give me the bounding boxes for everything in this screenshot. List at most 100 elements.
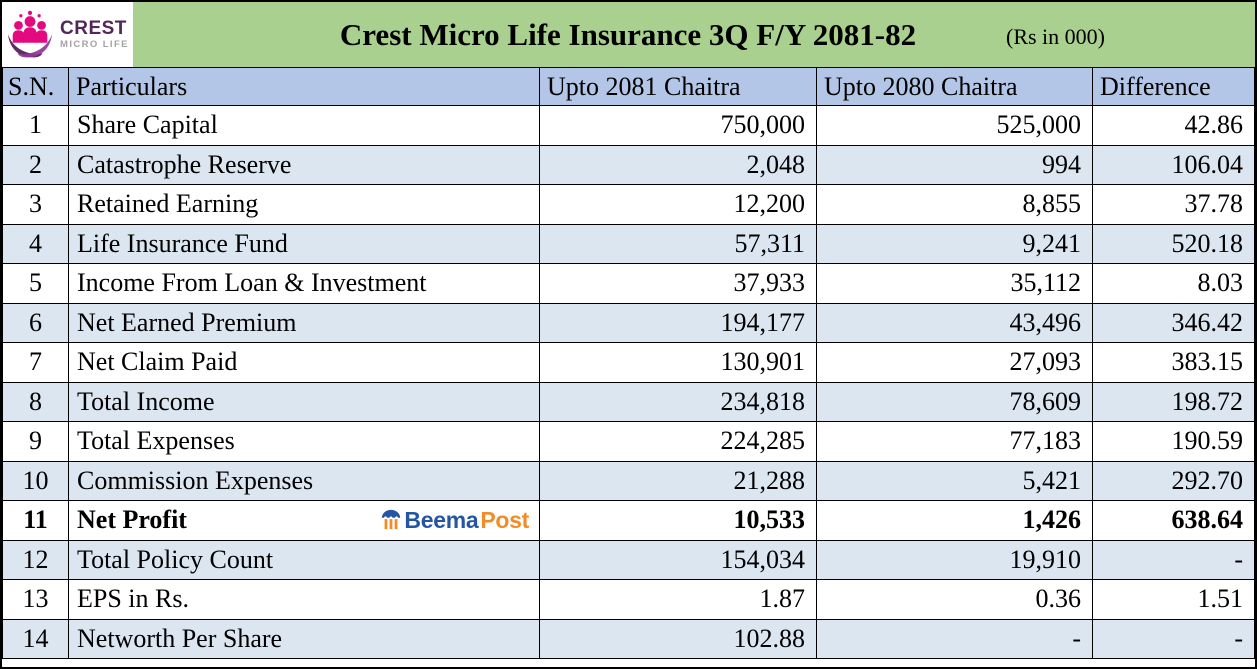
crest-logo-text: CREST MICRO LIFE: [60, 19, 129, 50]
sn-cell: 9: [2, 421, 69, 462]
table-row: 9 Total Expenses 224,285 77,183 190.59: [2, 421, 1255, 462]
crest-logo-subname: MICRO LIFE: [60, 39, 129, 51]
sn-cell: 5: [2, 263, 69, 304]
value-2080-cell: 1,426: [816, 500, 1093, 541]
value-2081-cell: 12,200: [539, 184, 817, 225]
table-row: 10 Commission Expenses 21,288 5,421 292.70: [2, 460, 1255, 501]
value-2081-cell: 57,311: [539, 223, 817, 264]
particulars-label: Networth Per Share: [77, 623, 283, 653]
sn-cell: 4: [2, 223, 69, 264]
value-2081-cell: 194,177: [539, 302, 817, 343]
difference-cell: 42.86: [1092, 105, 1255, 146]
particulars-cell: Income From Loan & Investment: [68, 263, 540, 304]
column-header-particulars: Particulars: [68, 67, 540, 106]
table-row: 6 Net Earned Premium 194,177 43,496 346.42: [2, 302, 1255, 343]
value-2080-cell: 8,855: [816, 184, 1093, 225]
title-background: [133, 2, 1255, 67]
value-2080-cell: 5,421: [816, 460, 1093, 501]
particulars-cell: Networth Per Share: [68, 618, 540, 659]
table-header-row: S.N. Particulars Upto 2081 Chaitra Upto …: [2, 67, 1255, 106]
value-2081-cell: 224,285: [539, 421, 817, 462]
value-2081-cell: 102.88: [539, 618, 817, 659]
difference-cell: 292.70: [1092, 460, 1255, 501]
value-2081-cell: 21,288: [539, 460, 817, 501]
table-row: 12 Total Policy Count 154,034 19,910-: [2, 539, 1255, 580]
value-2081-cell: 130,901: [539, 342, 817, 383]
particulars-label: Total Expenses: [77, 426, 235, 456]
table-row: 7 Net Claim Paid 130,901 27,093 383.15: [2, 342, 1255, 383]
difference-cell: -: [1092, 618, 1255, 659]
difference-cell: 37.78: [1092, 184, 1255, 225]
sn-cell: 11: [2, 500, 69, 541]
title-bar: CREST MICRO LIFE Crest Micro Life Insura…: [2, 2, 1255, 67]
table-row: 4 Life Insurance Fund 57,311 9,241 520.18: [2, 223, 1255, 264]
table-row: 5 Income From Loan & Investment 37,933 35,1…: [2, 263, 1255, 304]
particulars-cell: Total Policy Count: [68, 539, 540, 580]
sn-cell: 12: [2, 539, 69, 580]
particulars-label: Retained Earning: [77, 189, 259, 219]
particulars-cell: EPS in Rs.: [68, 579, 540, 620]
table-row: 2 Catastrophe Reserve 2,048 994 106.04: [2, 144, 1255, 185]
value-2081-cell: 154,034: [539, 539, 817, 580]
value-2080-cell: 525,000: [816, 105, 1093, 146]
beemapost-post-text: Post: [480, 506, 529, 533]
beemapost-umbrella-icon: [382, 510, 401, 530]
difference-cell: 346.42: [1092, 302, 1255, 343]
value-2081-cell: 234,818: [539, 381, 817, 422]
particulars-label: Total Income: [77, 386, 215, 416]
particulars-label: Commission Expenses: [77, 465, 314, 495]
value-2081-cell: 2,048: [539, 144, 817, 185]
table-row: 3 Retained Earning 12,200 8,855 37.78: [2, 184, 1255, 225]
value-2081-cell: 750,000: [539, 105, 817, 146]
crest-logo: CREST MICRO LIFE: [2, 2, 133, 67]
particulars-label: Net Profit: [77, 505, 187, 535]
sn-cell: 2: [2, 144, 69, 185]
particulars-label: Income From Loan & Investment: [77, 268, 427, 298]
sn-cell: 10: [2, 460, 69, 501]
value-2081-cell: 37,933: [539, 263, 817, 304]
sn-cell: 3: [2, 184, 69, 225]
table-row: 8 Total Income 234,818 78,609 198.72: [2, 381, 1255, 422]
value-2080-cell: -: [816, 618, 1093, 659]
crest-logo-name: CREST: [60, 18, 127, 40]
particulars-cell: Share Capital: [68, 105, 540, 146]
value-2080-cell: 9,241: [816, 223, 1093, 264]
particulars-label: Total Policy Count: [77, 544, 274, 574]
difference-cell: 106.04: [1092, 144, 1255, 185]
particulars-cell: Net Profit Beema Post: [68, 500, 540, 541]
table-row: 13 EPS in Rs. 1.87 0.36 1.51: [2, 579, 1255, 620]
table-row: 11 Net Profit Beema Post 10,533 1,426 638.64: [2, 500, 1255, 541]
column-header-upto-2080: Upto 2080 Chaitra: [816, 67, 1093, 106]
difference-cell: 383.15: [1092, 342, 1255, 383]
particulars-cell: Total Expenses: [68, 421, 540, 462]
difference-cell: 8.03: [1092, 263, 1255, 304]
particulars-label: EPS in Rs.: [77, 584, 189, 614]
difference-cell: 520.18: [1092, 223, 1255, 264]
sn-cell: 13: [2, 579, 69, 620]
particulars-cell: Commission Expenses: [68, 460, 540, 501]
beemapost-watermark: Beema Post: [380, 507, 529, 534]
value-2081-cell: 1.87: [539, 579, 817, 620]
value-2080-cell: 77,183: [816, 421, 1093, 462]
table-row: 14 Networth Per Share 102.88- -: [2, 618, 1255, 659]
difference-cell: 198.72: [1092, 381, 1255, 422]
particulars-cell: Catastrophe Reserve: [68, 144, 540, 185]
particulars-cell: Retained Earning: [68, 184, 540, 225]
sn-cell: 7: [2, 342, 69, 383]
particulars-label: Share Capital: [77, 110, 218, 140]
value-2080-cell: 0.36: [816, 579, 1093, 620]
sn-cell: 1: [2, 105, 69, 146]
value-2080-cell: 78,609: [816, 381, 1093, 422]
value-2080-cell: 27,093: [816, 342, 1093, 383]
difference-cell: -: [1092, 539, 1255, 580]
value-2080-cell: 994: [816, 144, 1093, 185]
financials-table: S.N. Particulars Upto 2081 Chaitra Upto …: [2, 67, 1255, 659]
sn-cell: 8: [2, 381, 69, 422]
particulars-cell: Total Income: [68, 381, 540, 422]
particulars-label: Catastrophe Reserve: [77, 149, 292, 179]
value-2080-cell: 35,112: [816, 263, 1093, 304]
crest-lotus-icon: [7, 10, 53, 57]
particulars-cell: Life Insurance Fund: [68, 223, 540, 264]
difference-cell: 638.64: [1092, 500, 1255, 541]
